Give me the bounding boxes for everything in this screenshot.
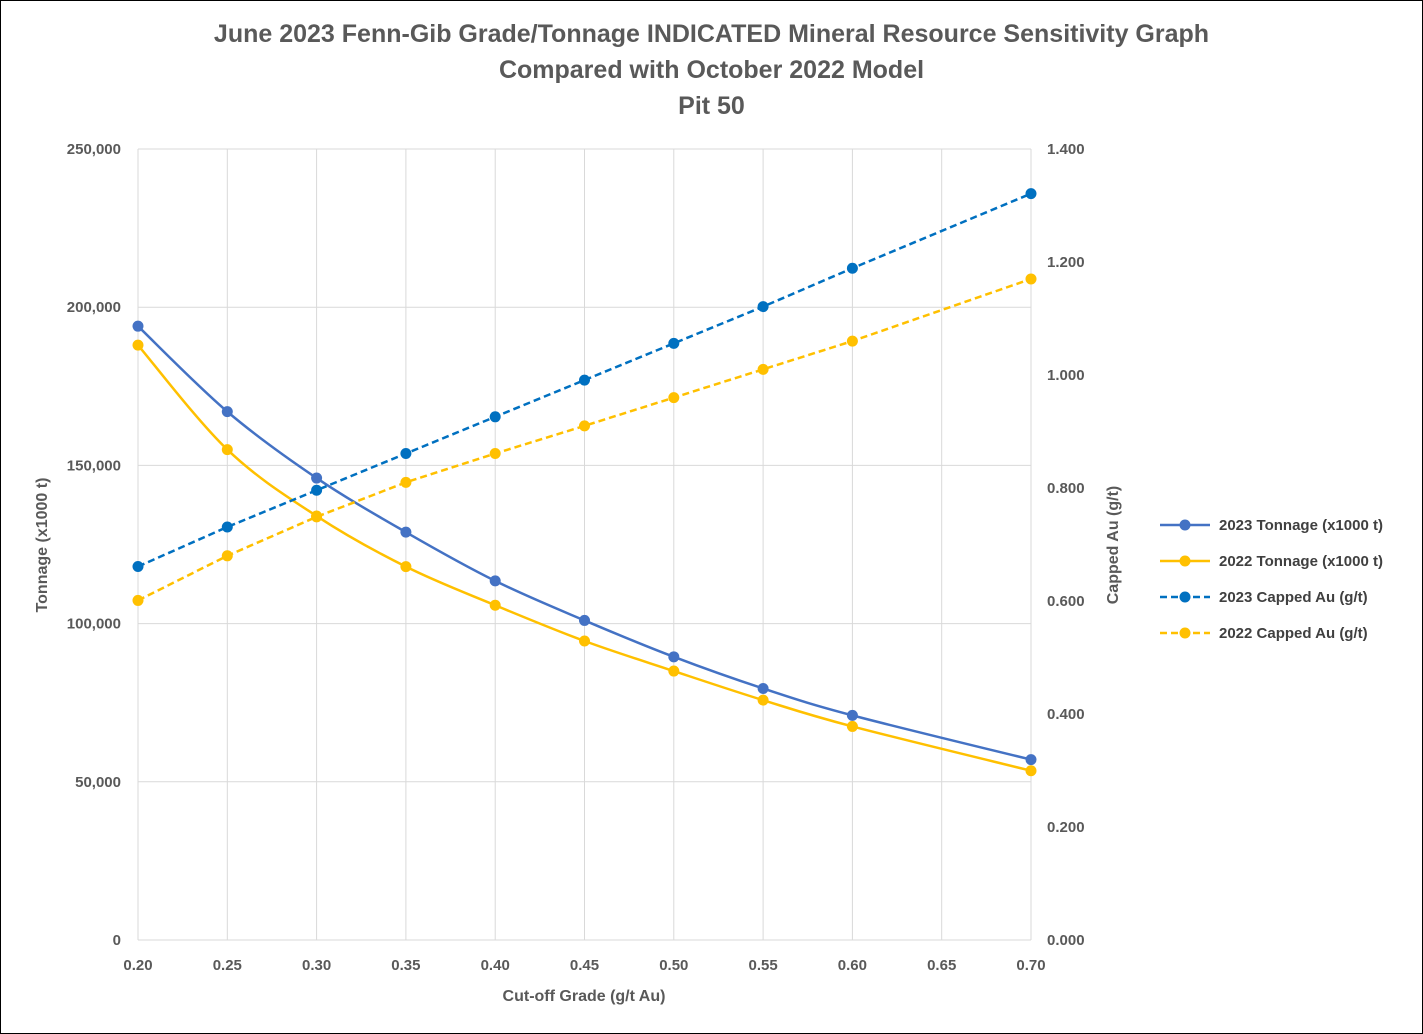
series-line bbox=[137, 325, 1032, 761]
y-tick-label: 150,000 bbox=[67, 457, 121, 474]
x-tick-label: 0.50 bbox=[659, 957, 688, 974]
x-tick-label: 0.30 bbox=[302, 957, 331, 974]
y2-tick-label: 0.400 bbox=[1047, 706, 1085, 723]
data-point bbox=[311, 472, 323, 484]
y-tick-label: 100,000 bbox=[67, 616, 121, 633]
y2-tick-label: 0.600 bbox=[1047, 593, 1085, 610]
series-2 bbox=[132, 339, 1037, 777]
data-point bbox=[489, 599, 501, 611]
x-tick-label: 0.35 bbox=[391, 957, 420, 974]
y2-tick-label: 1.000 bbox=[1047, 367, 1085, 384]
data-point bbox=[132, 320, 144, 332]
y-tick-label: 50,000 bbox=[75, 774, 121, 791]
x-tick-label: 0.25 bbox=[213, 957, 242, 974]
series-line bbox=[137, 277, 1032, 602]
data-point bbox=[311, 511, 323, 523]
data-point bbox=[132, 561, 144, 573]
x-tick-label: 0.20 bbox=[123, 957, 152, 974]
data-point bbox=[668, 392, 680, 404]
x-tick-label: 0.45 bbox=[570, 957, 599, 974]
legend-item: 2023 Tonnage (x1000 t) bbox=[1160, 517, 1383, 534]
data-point bbox=[1025, 754, 1037, 766]
y-tick-label: 200,000 bbox=[67, 299, 121, 316]
legend-swatch-marker bbox=[1179, 627, 1191, 639]
data-point bbox=[846, 720, 858, 732]
legend-item: 2022 Tonnage (x1000 t) bbox=[1160, 553, 1383, 570]
data-point bbox=[579, 635, 590, 647]
x-tick-label: 0.40 bbox=[481, 957, 510, 974]
data-point bbox=[757, 694, 769, 706]
data-point bbox=[757, 682, 769, 694]
y2-tick-label: 0.800 bbox=[1047, 480, 1085, 497]
data-point bbox=[846, 709, 858, 721]
series-4 bbox=[132, 273, 1037, 606]
x-tick-label: 0.55 bbox=[748, 957, 777, 974]
legend-swatch-marker bbox=[1179, 519, 1191, 531]
data-point bbox=[489, 411, 501, 423]
y-axis-title: Tonnage (x1000 t) bbox=[34, 478, 51, 613]
data-point bbox=[400, 448, 412, 460]
legend: 2023 Tonnage (x1000 t) 2022 Tonnage (x100… bbox=[1160, 517, 1383, 642]
series-line bbox=[137, 344, 1032, 772]
legend-item: 2023 Capped Au (g/t) bbox=[1160, 589, 1368, 606]
chart-subtitle: Compared with October 2022 Model bbox=[498, 56, 925, 84]
data-point bbox=[846, 262, 858, 274]
y-tick-label: 250,000 bbox=[67, 141, 121, 158]
y2-tick-label: 0.000 bbox=[1047, 932, 1085, 949]
data-point bbox=[132, 594, 144, 606]
grid-lines bbox=[137, 148, 1032, 941]
series-1 bbox=[132, 320, 1037, 766]
data-point bbox=[668, 665, 680, 677]
data-point bbox=[311, 484, 323, 496]
data-point bbox=[221, 521, 233, 533]
data-point bbox=[1025, 273, 1037, 285]
legend-label: 2023 Capped Au (g/t) bbox=[1219, 589, 1368, 606]
legend-label: 2023 Tonnage (x1000 t) bbox=[1219, 517, 1383, 534]
data-point bbox=[668, 651, 680, 663]
y-tick-label: 0 bbox=[113, 932, 121, 949]
data-point bbox=[1025, 765, 1037, 777]
data-point bbox=[221, 550, 233, 562]
legend-label: 2022 Capped Au (g/t) bbox=[1219, 625, 1368, 642]
chart-title: June 2023 Fenn-Gib Grade/Tonnage INDICAT… bbox=[213, 20, 1210, 48]
y2-tick-label: 1.400 bbox=[1047, 141, 1085, 158]
y2-tick-label: 1.200 bbox=[1047, 254, 1085, 271]
data-point bbox=[846, 335, 858, 347]
data-point bbox=[579, 374, 590, 386]
legend-item: 2022 Capped Au (g/t) bbox=[1160, 625, 1368, 642]
y2-tick-labels: 0.000 0.200 0.400 0.600 0.800 1.000 1.200 1.400 bbox=[1047, 141, 1085, 949]
data-point bbox=[1025, 188, 1037, 200]
series-line bbox=[137, 192, 1032, 568]
data-point bbox=[400, 561, 412, 573]
data-point bbox=[668, 337, 680, 349]
data-point bbox=[757, 363, 769, 375]
data-point bbox=[400, 526, 412, 538]
data-point bbox=[489, 575, 501, 587]
data-point bbox=[132, 339, 144, 351]
data-point bbox=[579, 420, 590, 432]
data-point bbox=[757, 301, 769, 313]
x-tick-label: 0.70 bbox=[1016, 957, 1045, 974]
x-tick-labels: 0.20 0.25 0.30 0.35 0.40 0.45 0.50 0.55 0.60 0.65… bbox=[123, 957, 1045, 974]
data-point bbox=[400, 476, 412, 488]
y2-axis-title: Capped Au (g/t) bbox=[1105, 486, 1122, 605]
data-point bbox=[489, 448, 501, 460]
data-point bbox=[579, 614, 590, 626]
series-lines bbox=[132, 188, 1037, 777]
data-point bbox=[221, 444, 233, 456]
legend-swatch-marker bbox=[1179, 591, 1191, 603]
series-3 bbox=[132, 188, 1037, 573]
legend-swatch-marker bbox=[1179, 555, 1191, 567]
x-tick-label: 0.60 bbox=[838, 957, 867, 974]
y-tick-labels: 0 50,000 100,000 150,000 200,000 250,000 bbox=[67, 141, 121, 949]
y2-tick-label: 0.200 bbox=[1047, 819, 1085, 836]
legend-label: 2022 Tonnage (x1000 t) bbox=[1219, 553, 1383, 570]
data-point bbox=[221, 406, 233, 418]
x-tick-label: 0.65 bbox=[927, 957, 956, 974]
chart-subtitle-pit: Pit 50 bbox=[678, 92, 745, 120]
x-axis-title: Cut-off Grade (g/t Au) bbox=[503, 988, 666, 1005]
